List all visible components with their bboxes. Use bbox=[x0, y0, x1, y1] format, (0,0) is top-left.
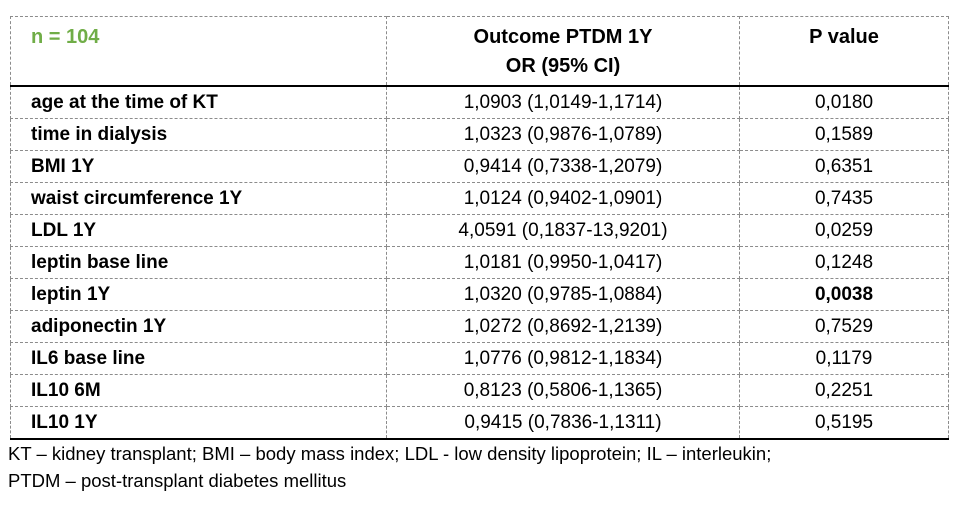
table-row: LDL 1Y 4,0591 (0,1837-13,9201) 0,0259 bbox=[10, 214, 949, 247]
outcome-header-line1: Outcome PTDM 1Y bbox=[473, 26, 653, 48]
variable-label: leptin base line bbox=[10, 246, 387, 279]
or-ci-value: 1,0776 (0,9812-1,1834) bbox=[386, 342, 740, 375]
p-value: 0,0259 bbox=[739, 214, 949, 247]
variable-label: LDL 1Y bbox=[10, 214, 387, 247]
variable-label: waist circumference 1Y bbox=[10, 182, 387, 215]
p-value: 0,1589 bbox=[739, 118, 949, 151]
table-row: waist circumference 1Y 1,0124 (0,9402-1,… bbox=[10, 182, 949, 215]
table-row: IL6 base line 1,0776 (0,9812-1,1834) 0,1… bbox=[10, 342, 949, 375]
pvalue-column-header: P value bbox=[739, 16, 949, 87]
table-row: age at the time of KT 1,0903 (1,0149-1,1… bbox=[10, 85, 949, 119]
outcome-column-header: Outcome PTDM 1Y OR (95% CI) bbox=[386, 16, 740, 87]
or-ci-value: 0,9415 (0,7836-1,1311) bbox=[386, 406, 740, 440]
or-ci-value: 1,0320 (0,9785-1,0884) bbox=[386, 278, 740, 311]
regression-results-table: n = 104 Outcome PTDM 1Y OR (95% CI) P va… bbox=[10, 16, 949, 440]
variable-label: leptin 1Y bbox=[10, 278, 387, 311]
or-ci-value: 1,0124 (0,9402-1,0901) bbox=[386, 182, 740, 215]
p-value: 0,5195 bbox=[739, 406, 949, 440]
variable-label: age at the time of KT bbox=[10, 85, 387, 119]
variable-label: time in dialysis bbox=[10, 118, 387, 151]
p-value: 0,7435 bbox=[739, 182, 949, 215]
variable-label: adiponectin 1Y bbox=[10, 310, 387, 343]
variable-label: IL10 1Y bbox=[10, 406, 387, 440]
or-ci-value: 0,9414 (0,7338-1,2079) bbox=[386, 150, 740, 183]
table-row: IL10 1Y 0,9415 (0,7836-1,1311) 0,5195 bbox=[10, 406, 949, 440]
footnote-line1: KT – kidney transplant; BMI – body mass … bbox=[8, 443, 772, 464]
table-row: leptin 1Y 1,0320 (0,9785-1,0884) 0,0038 bbox=[10, 278, 949, 311]
p-value: 0,0180 bbox=[739, 85, 949, 119]
variable-label: BMI 1Y bbox=[10, 150, 387, 183]
or-ci-value: 4,0591 (0,1837-13,9201) bbox=[386, 214, 740, 247]
p-value: 0,1248 bbox=[739, 246, 949, 279]
variable-label: IL6 base line bbox=[10, 342, 387, 375]
table-row: BMI 1Y 0,9414 (0,7338-1,2079) 0,6351 bbox=[10, 150, 949, 183]
p-value: 0,0038 bbox=[739, 278, 949, 311]
abbreviations-footnote: KT – kidney transplant; BMI – body mass … bbox=[8, 440, 958, 494]
variable-label: IL10 6M bbox=[10, 374, 387, 407]
or-ci-value: 1,0323 (0,9876-1,0789) bbox=[386, 118, 740, 151]
outcome-header-line2: OR (95% CI) bbox=[505, 55, 621, 77]
table-row: adiponectin 1Y 1,0272 (0,8692-1,2139) 0,… bbox=[10, 310, 949, 343]
p-value: 0,6351 bbox=[739, 150, 949, 183]
table-row: time in dialysis 1,0323 (0,9876-1,0789) … bbox=[10, 118, 949, 151]
p-value: 0,2251 bbox=[739, 374, 949, 407]
sample-size-header: n = 104 bbox=[10, 16, 387, 87]
p-value: 0,7529 bbox=[739, 310, 949, 343]
header-row: n = 104 Outcome PTDM 1Y OR (95% CI) P va… bbox=[10, 16, 949, 87]
table-row: IL10 6M 0,8123 (0,5806-1,1365) 0,2251 bbox=[10, 374, 949, 407]
or-ci-value: 1,0181 (0,9950-1,0417) bbox=[386, 246, 740, 279]
or-ci-value: 0,8123 (0,5806-1,1365) bbox=[386, 374, 740, 407]
or-ci-value: 1,0903 (1,0149-1,1714) bbox=[386, 85, 740, 119]
table-row: leptin base line 1,0181 (0,9950-1,0417) … bbox=[10, 246, 949, 279]
or-ci-value: 1,0272 (0,8692-1,2139) bbox=[386, 310, 740, 343]
p-value: 0,1179 bbox=[739, 342, 949, 375]
footnote-line2: PTDM – post-transplant diabetes mellitus bbox=[8, 470, 347, 491]
